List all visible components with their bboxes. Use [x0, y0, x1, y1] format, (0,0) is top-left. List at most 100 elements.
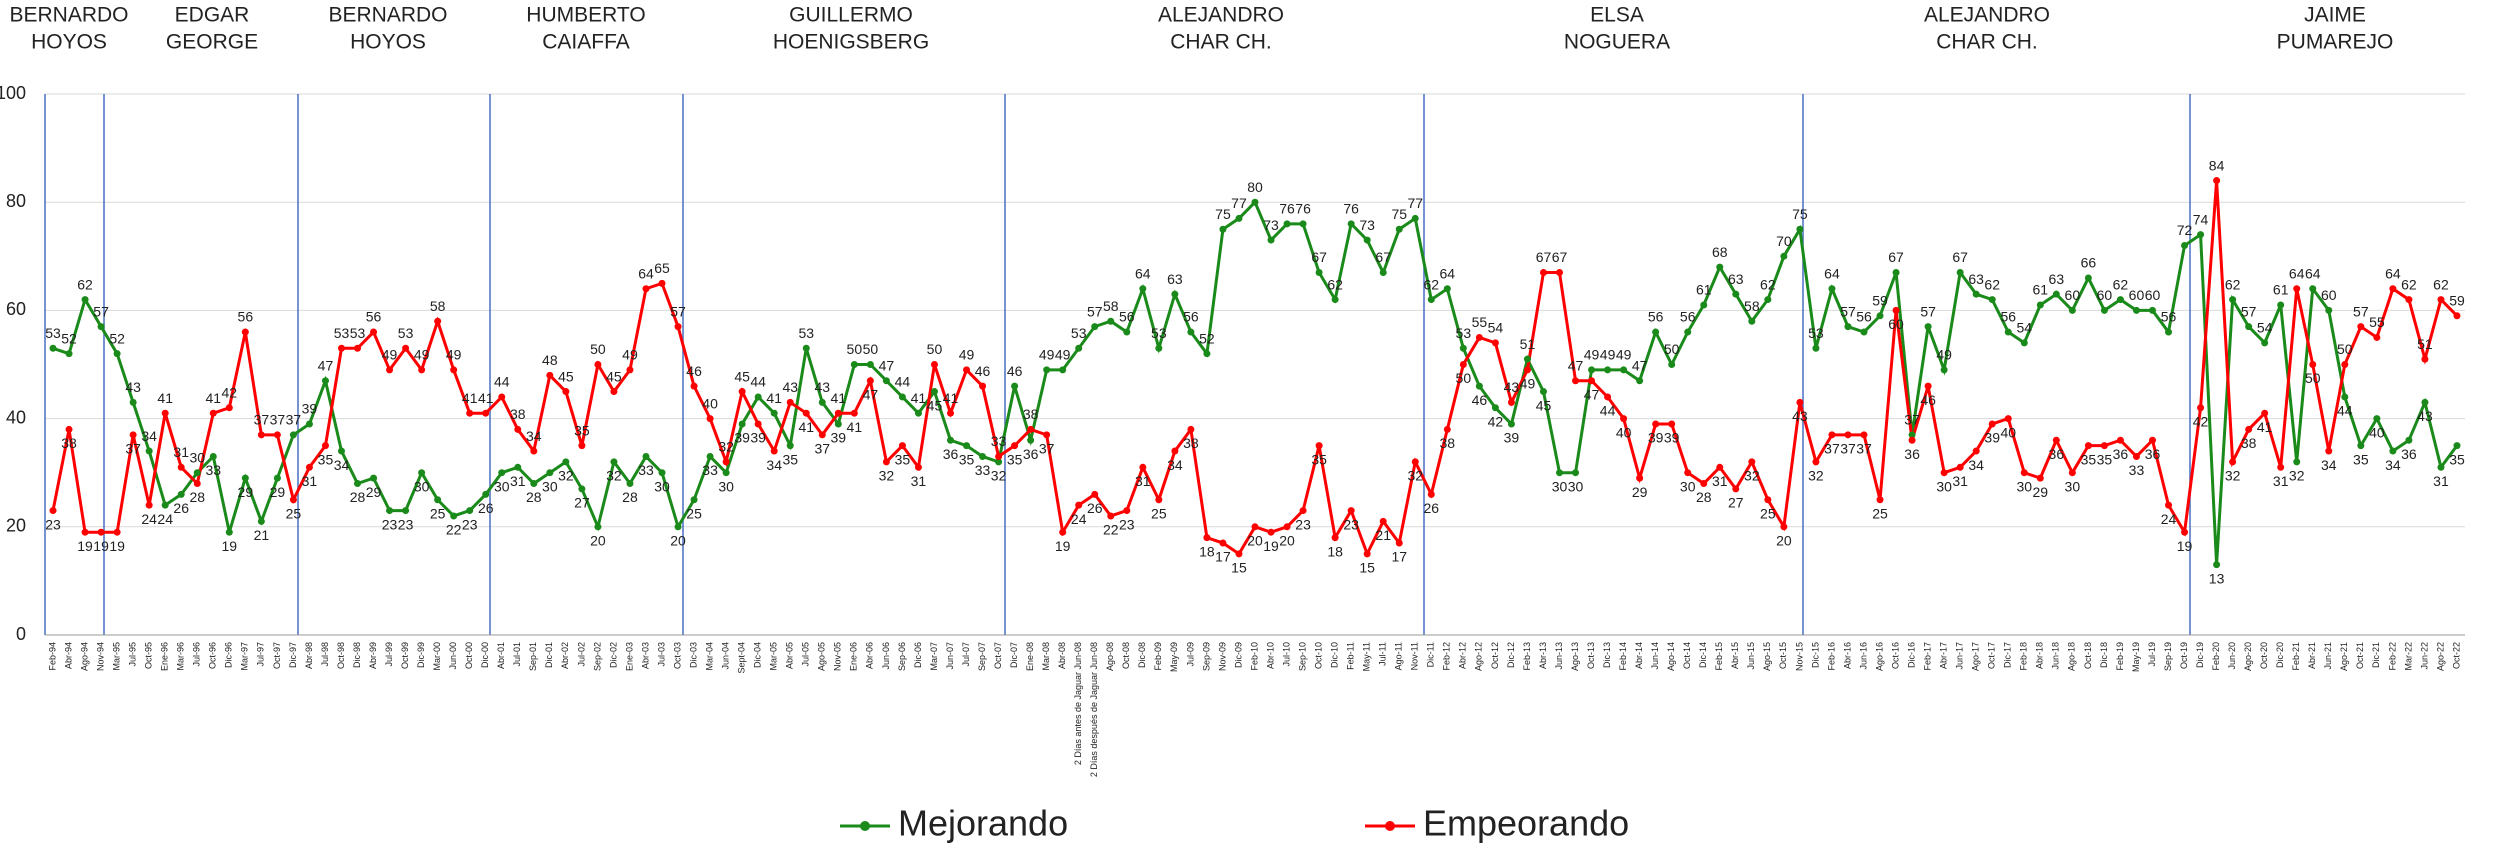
point	[1475, 382, 1483, 390]
data-label: 41	[462, 390, 478, 406]
data-label: 19	[109, 538, 125, 554]
y-tick-label: 60	[6, 299, 26, 319]
point	[2341, 361, 2349, 368]
data-label: 43	[814, 379, 830, 395]
data-label: 18	[1327, 543, 1343, 559]
point	[2084, 442, 2092, 450]
data-label: 64	[2289, 265, 2305, 281]
point	[834, 409, 842, 417]
point	[1443, 425, 1451, 433]
period-label: EDGAR	[175, 4, 250, 27]
data-label: 35	[574, 422, 590, 438]
data-label: 37	[286, 412, 302, 428]
x-tick-label: Dic-19	[2195, 642, 2205, 668]
point	[562, 388, 570, 396]
data-label: 50	[927, 341, 943, 357]
point	[2148, 306, 2156, 314]
data-label: 54	[2257, 320, 2273, 336]
data-label: 28	[350, 489, 366, 505]
data-label: 53	[798, 325, 814, 341]
point	[722, 458, 730, 466]
data-label: 54	[1488, 320, 1504, 336]
data-label: 19	[2177, 538, 2193, 554]
point	[963, 366, 971, 374]
point	[321, 377, 329, 385]
y-tick-label: 80	[6, 191, 26, 211]
x-tick-label: Dic-09	[1233, 642, 1243, 668]
data-label: 64	[1135, 265, 1151, 281]
point	[1507, 398, 1515, 406]
point	[305, 420, 313, 428]
data-label: 35	[2449, 451, 2465, 467]
x-tick-label: Ago-14	[1666, 642, 1676, 671]
x-tick-label: Oct-17	[1987, 642, 1997, 669]
point	[209, 409, 217, 417]
point	[2373, 333, 2381, 341]
point	[1283, 523, 1291, 531]
x-tick-label: Jun-14	[1650, 642, 1660, 670]
data-label: 34	[2321, 457, 2337, 473]
point	[1091, 490, 1099, 498]
x-tick-label: Dic-07	[1009, 642, 1019, 668]
data-label: 33	[2129, 462, 2145, 478]
point	[1459, 344, 1467, 352]
point	[546, 469, 554, 477]
point	[642, 452, 650, 460]
x-tick-label: Abr-17	[1939, 642, 1949, 669]
data-label: 37	[270, 412, 286, 428]
data-label: 35	[2097, 451, 2113, 467]
x-tick-label: Ago-15	[1762, 642, 1772, 671]
point	[1796, 398, 1804, 406]
point	[289, 496, 297, 504]
point	[370, 328, 378, 336]
x-tick-label: Nov-94	[95, 642, 105, 671]
point	[1011, 382, 1019, 390]
x-tick-label: Dic-06	[913, 642, 923, 668]
point	[1091, 323, 1099, 331]
x-tick-label: Ago-20	[2243, 642, 2253, 671]
point	[1459, 361, 1467, 368]
point	[1924, 382, 1932, 390]
data-label: 70	[1776, 233, 1792, 249]
point	[1588, 366, 1596, 374]
point	[2261, 409, 2269, 417]
point	[562, 458, 570, 466]
x-tick-label: Jul-05	[801, 642, 811, 667]
data-label: 45	[1536, 397, 1552, 413]
period-label: HOYOS	[31, 31, 107, 54]
point	[1155, 496, 1163, 504]
point	[1043, 366, 1051, 374]
x-tick-label: Ago-18	[2067, 642, 2077, 671]
data-label: 56	[2000, 309, 2016, 325]
x-tick-label: Sep-06	[897, 642, 907, 671]
x-tick-label: Jul-19	[2147, 642, 2157, 667]
point	[1491, 404, 1499, 412]
point	[49, 344, 57, 352]
data-label: 37	[1039, 441, 1055, 457]
data-label: 23	[45, 516, 61, 532]
data-label: 53	[1456, 325, 1472, 341]
period-label: CHAR CH.	[1936, 31, 2038, 54]
point	[1379, 269, 1387, 277]
data-label: 62	[1984, 276, 2000, 292]
data-label: 49	[1584, 347, 1600, 363]
x-tick-label: Feb-17	[1922, 642, 1932, 671]
point	[946, 436, 954, 444]
data-label: 41	[943, 390, 959, 406]
data-label: 19	[93, 538, 109, 554]
data-label: 43	[782, 379, 798, 395]
data-label: 13	[2209, 570, 2225, 586]
data-label: 15	[1231, 560, 1247, 576]
x-tick-label: Oct-07	[993, 642, 1003, 669]
data-label: 23	[462, 516, 478, 532]
data-label: 49	[414, 347, 430, 363]
data-label: 40	[1616, 424, 1632, 440]
point	[1203, 534, 1211, 542]
data-label: 30	[2016, 478, 2032, 494]
y-tick-label: 100	[0, 83, 26, 103]
period-label: CAIAFFA	[542, 31, 630, 54]
point	[690, 496, 698, 504]
point	[1732, 485, 1740, 493]
data-label: 64	[2385, 265, 2401, 281]
